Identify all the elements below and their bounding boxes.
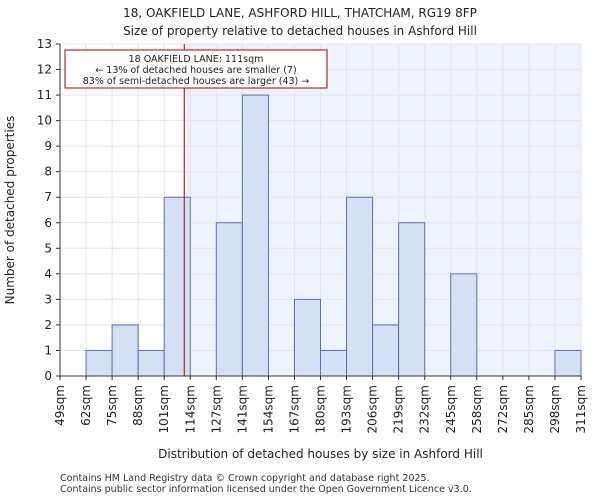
x-tick-label: 245sqm: [444, 385, 458, 433]
histogram-bar: [398, 222, 426, 377]
x-tick-label: 311sqm: [574, 385, 588, 433]
y-tick-label: 3: [44, 292, 52, 306]
y-tick-label: 0: [44, 369, 52, 383]
x-tick-label: 141sqm: [235, 385, 249, 433]
y-tick-label: 5: [44, 241, 52, 255]
histogram-bar: [372, 324, 400, 377]
annotation-box: [64, 49, 328, 89]
y-tick-label: 7: [44, 190, 52, 204]
annotation-text: 18 OAKFIELD LANE: 111sqm: [129, 54, 264, 65]
x-tick-label: 180sqm: [314, 385, 328, 433]
histogram-bar: [137, 349, 165, 377]
y-tick-label: 9: [44, 139, 52, 153]
x-tick-label: 88sqm: [131, 385, 145, 426]
histogram-bar: [111, 324, 139, 377]
y-tick-label: 11: [37, 88, 52, 102]
y-tick-label: 6: [44, 216, 52, 230]
x-tick-label: 114sqm: [183, 385, 197, 433]
x-axis-label: Distribution of detached houses by size …: [158, 447, 483, 461]
y-tick-label: 8: [44, 165, 52, 179]
x-tick-label: 298sqm: [548, 385, 562, 433]
histogram-bar: [554, 349, 582, 377]
histogram-bar: [163, 196, 191, 377]
histogram-bar: [85, 349, 113, 377]
x-tick-label: 62sqm: [79, 385, 93, 426]
chart-subtitle: Size of property relative to detached ho…: [123, 24, 477, 38]
x-tick-label: 232sqm: [418, 385, 432, 433]
footer-licence: Contains public sector information licen…: [60, 484, 472, 495]
x-tick-label: 154sqm: [261, 385, 275, 433]
chart-title: 18, OAKFIELD LANE, ASHFORD HILL, THATCHA…: [123, 6, 477, 20]
x-tick-label: 219sqm: [392, 385, 406, 433]
x-tick-label: 272sqm: [496, 385, 510, 433]
x-tick-label: 206sqm: [366, 385, 380, 433]
y-tick-label: 2: [44, 318, 52, 332]
x-tick-label: 49sqm: [53, 385, 67, 426]
x-tick-label: 127sqm: [209, 385, 223, 433]
y-tick-label: 12: [37, 63, 52, 77]
histogram-bar: [241, 94, 269, 377]
annotation-text: ← 13% of detached houses are smaller (7): [95, 65, 296, 76]
x-tick-label: 101sqm: [157, 385, 171, 433]
x-tick-label: 193sqm: [340, 385, 354, 433]
histogram-bar: [320, 349, 348, 377]
y-tick-label: 1: [44, 343, 52, 357]
histogram-bar: [346, 196, 374, 377]
y-tick-label: 13: [37, 37, 52, 51]
histogram-bar: [215, 222, 243, 377]
footer-copyright: Contains HM Land Registry data © Crown c…: [60, 473, 430, 484]
x-tick-label: 75sqm: [105, 385, 119, 426]
y-tick-label: 4: [44, 267, 52, 281]
histogram-bar: [450, 273, 478, 377]
x-tick-label: 167sqm: [287, 385, 301, 433]
annotation-text: 83% of semi-detached houses are larger (…: [83, 76, 310, 87]
histogram-bar: [293, 298, 322, 377]
y-tick-label: 10: [37, 114, 52, 128]
y-axis-label: Number of detached properties: [3, 116, 17, 305]
x-tick-label: 258sqm: [470, 385, 484, 433]
x-tick-label: 285sqm: [522, 385, 536, 433]
